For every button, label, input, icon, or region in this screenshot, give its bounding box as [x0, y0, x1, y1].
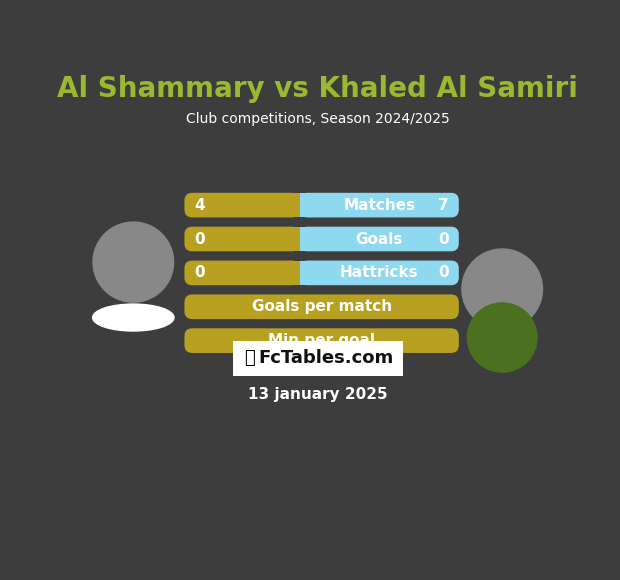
- Text: Goals per match: Goals per match: [252, 299, 392, 314]
- Text: 0: 0: [438, 266, 449, 280]
- Text: 0: 0: [438, 231, 449, 246]
- Circle shape: [462, 249, 542, 329]
- FancyBboxPatch shape: [185, 260, 299, 285]
- Text: Club competitions, Season 2024/2025: Club competitions, Season 2024/2025: [186, 112, 450, 126]
- Text: Matches: Matches: [343, 198, 415, 213]
- FancyBboxPatch shape: [299, 193, 459, 218]
- FancyBboxPatch shape: [284, 260, 299, 285]
- Circle shape: [467, 303, 537, 372]
- FancyBboxPatch shape: [232, 340, 403, 376]
- Text: FcTables.com: FcTables.com: [258, 349, 393, 367]
- FancyBboxPatch shape: [185, 227, 299, 251]
- FancyBboxPatch shape: [299, 227, 315, 251]
- FancyBboxPatch shape: [299, 227, 459, 251]
- Text: 4: 4: [195, 198, 205, 213]
- Text: Goals: Goals: [355, 231, 403, 246]
- Text: 0: 0: [195, 231, 205, 246]
- Text: 0: 0: [195, 266, 205, 280]
- FancyBboxPatch shape: [299, 260, 315, 285]
- Text: Min per goal: Min per goal: [268, 333, 375, 348]
- Ellipse shape: [92, 304, 174, 331]
- Circle shape: [93, 222, 174, 302]
- Text: Hattricks: Hattricks: [340, 266, 419, 280]
- Text: 13 january 2025: 13 january 2025: [248, 387, 388, 402]
- Text: 📊: 📊: [244, 349, 255, 367]
- FancyBboxPatch shape: [299, 260, 459, 285]
- FancyBboxPatch shape: [284, 227, 299, 251]
- FancyBboxPatch shape: [299, 193, 315, 218]
- FancyBboxPatch shape: [284, 193, 299, 218]
- Text: 7: 7: [438, 198, 449, 213]
- Text: Al Shammary vs Khaled Al Samiri: Al Shammary vs Khaled Al Samiri: [57, 75, 578, 103]
- FancyBboxPatch shape: [185, 328, 459, 353]
- FancyBboxPatch shape: [185, 295, 459, 319]
- FancyBboxPatch shape: [185, 193, 299, 218]
